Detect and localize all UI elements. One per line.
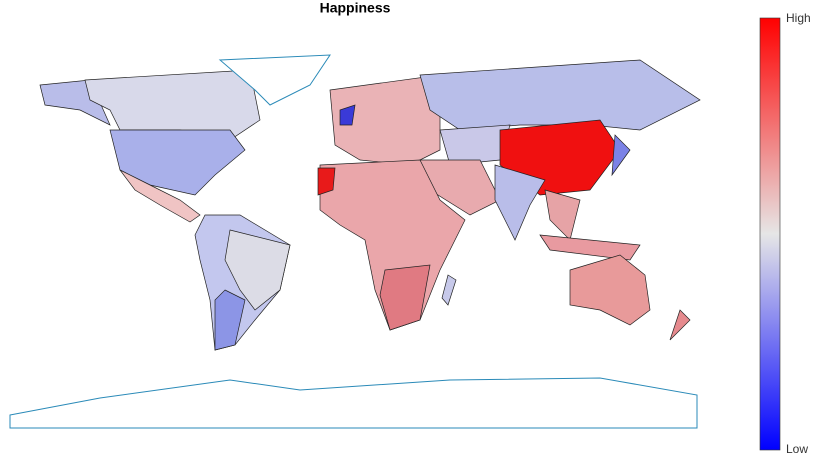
colorbar-high-label: High: [786, 11, 811, 25]
greenland: [218, 54, 331, 106]
argentina: [214, 289, 246, 351]
russia: [419, 59, 701, 131]
japan: [611, 134, 631, 177]
antarctica: [9, 377, 698, 429]
map-title: Happiness: [320, 0, 391, 16]
india: [494, 164, 546, 241]
uk: [339, 104, 356, 126]
colorbar-low-label: Low: [786, 442, 808, 456]
madagascar: [441, 274, 457, 306]
usa: [109, 129, 246, 196]
central-asia: [439, 124, 511, 166]
western-sahara: [317, 167, 336, 196]
new-zealand: [669, 309, 691, 341]
australia: [569, 254, 651, 326]
southeast-asia: [544, 189, 581, 241]
canada: [84, 69, 261, 141]
world-map: [9, 54, 701, 429]
brazil: [224, 229, 291, 311]
southern-africa: [379, 264, 431, 331]
indonesia: [539, 234, 641, 261]
colorbar: [759, 17, 781, 451]
mexico: [119, 169, 201, 223]
